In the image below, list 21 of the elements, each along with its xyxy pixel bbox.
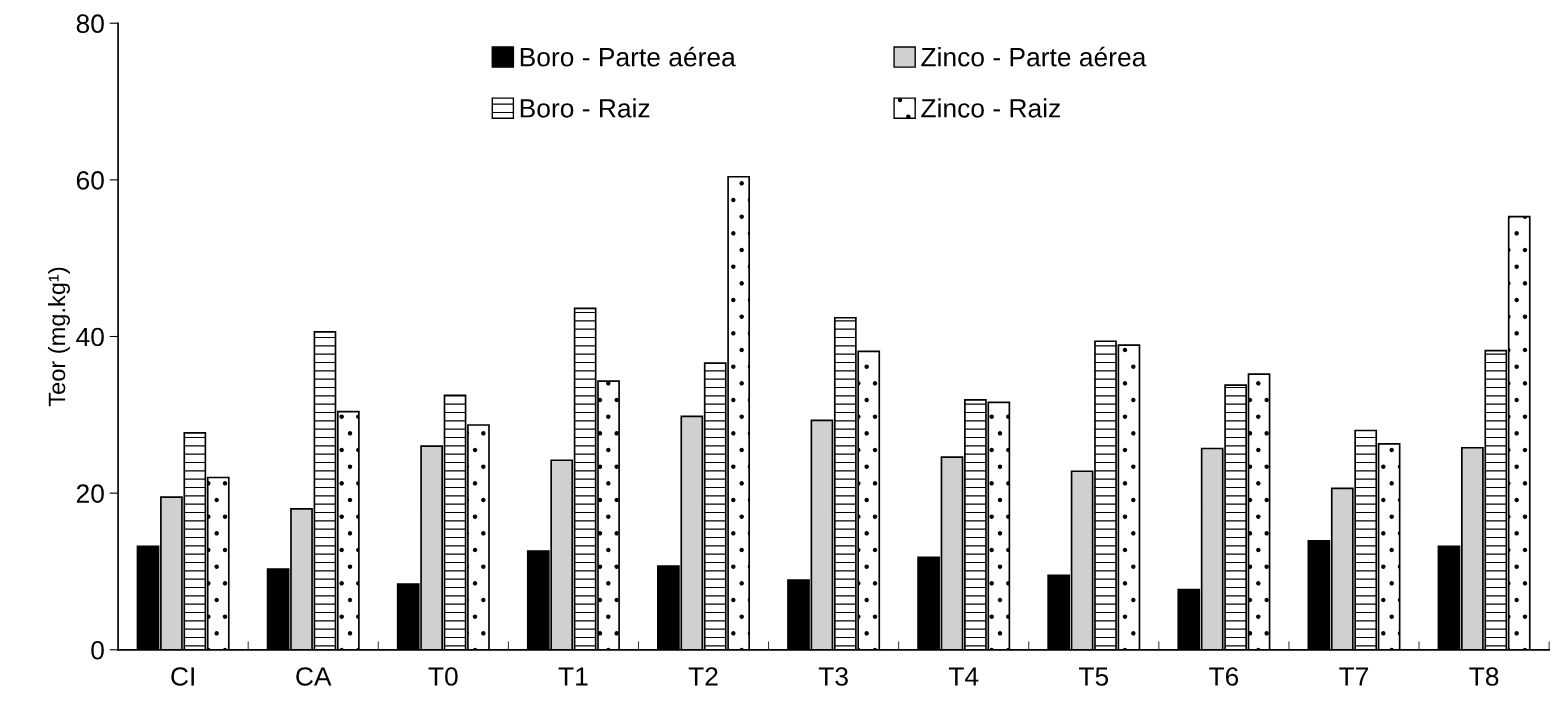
y-tick-label: 60 [76, 171, 104, 190]
x-tick-label: CI [171, 667, 194, 686]
x-tick-label: T8 [1469, 667, 1499, 686]
x-tick-label: T3 [818, 667, 848, 686]
x-tick-label: T6 [1209, 667, 1239, 686]
x-tick-label: T2 [688, 667, 718, 686]
x-tick-label: T5 [1079, 667, 1109, 686]
legend-label: Boro - Raiz [520, 98, 650, 118]
y-tick-label: 0 [91, 640, 104, 660]
x-tick-label: T1 [558, 667, 588, 686]
x-tick-label: T0 [428, 667, 458, 686]
legend-label: Boro - Parte aérea [520, 46, 736, 67]
legend-label: Zinco - Parte aérea [921, 46, 1147, 67]
y-axis-title: Teor (mg.kg¹) [47, 267, 70, 407]
legend-label: Zinco - Raiz [921, 98, 1060, 118]
x-tick-label: T7 [1339, 667, 1369, 686]
y-tick-label: 20 [76, 484, 104, 503]
y-tick-label: 40 [76, 327, 104, 347]
y-tick-label: 80 [76, 14, 104, 34]
x-tick-label: CA [296, 667, 332, 686]
x-tick-label: T4 [948, 667, 979, 686]
